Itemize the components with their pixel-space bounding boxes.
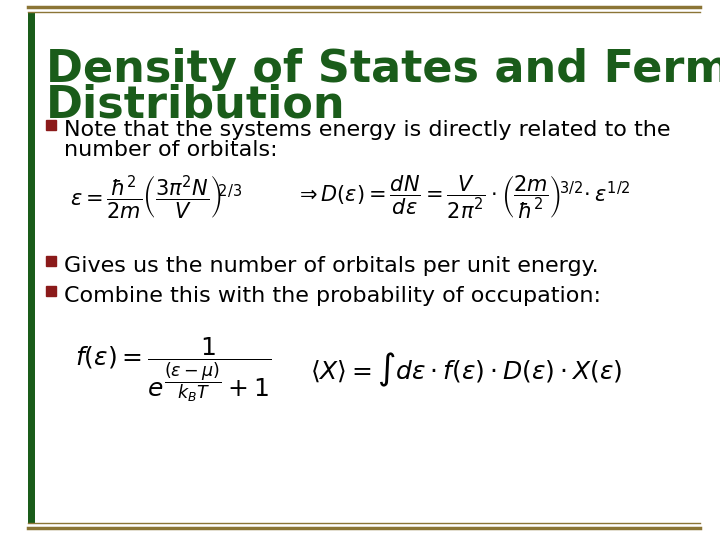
Bar: [46, 256, 56, 266]
Text: number of orbitals:: number of orbitals:: [64, 140, 278, 160]
Text: $\langle X \rangle = \int d\varepsilon \cdot f(\varepsilon)\cdot D(\varepsilon) : $\langle X \rangle = \int d\varepsilon \…: [310, 351, 622, 389]
Bar: [46, 120, 56, 130]
Text: Combine this with the probability of occupation:: Combine this with the probability of occ…: [64, 286, 601, 306]
Text: Density of States and Fermi-Dirac: Density of States and Fermi-Dirac: [46, 48, 720, 91]
Text: $\Rightarrow D(\varepsilon) = \dfrac{dN}{d\varepsilon} = \dfrac{V}{2\pi^2}\cdot\: $\Rightarrow D(\varepsilon) = \dfrac{dN}…: [295, 173, 630, 220]
Bar: [46, 286, 56, 296]
Bar: [28, 12, 35, 523]
Text: $f(\varepsilon) = \dfrac{1}{e^{\dfrac{(\varepsilon-\mu)}{k_B T}} + 1}$: $f(\varepsilon) = \dfrac{1}{e^{\dfrac{(\…: [75, 336, 271, 404]
Text: Distribution: Distribution: [46, 84, 346, 127]
Text: Note that the systems energy is directly related to the: Note that the systems energy is directly…: [64, 120, 670, 140]
Text: Gives us the number of orbitals per unit energy.: Gives us the number of orbitals per unit…: [64, 256, 598, 276]
Text: $\varepsilon = \dfrac{\hbar^2}{2m}\left(\dfrac{3\pi^2 N}{V}\right)^{\!\!2/3}$: $\varepsilon = \dfrac{\hbar^2}{2m}\left(…: [70, 173, 242, 220]
